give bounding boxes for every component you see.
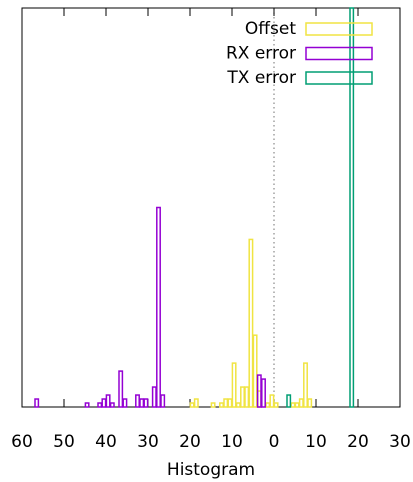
histogram-bar	[210, 402, 216, 408]
histogram-bar	[156, 206, 161, 408]
histogram-bar	[265, 402, 271, 408]
histogram-bar	[294, 402, 300, 408]
legend-label: TX error	[226, 68, 296, 88]
x-tick-label: 60	[11, 432, 33, 452]
histogram-bar	[286, 394, 292, 408]
histogram-bar	[273, 402, 279, 408]
histogram-bar	[151, 386, 157, 408]
x-tick-label: 20	[179, 432, 201, 452]
histogram-bar	[252, 334, 258, 408]
histogram-bar	[261, 378, 266, 408]
x-tick-label: 0	[269, 432, 280, 452]
histogram-bar	[223, 398, 229, 408]
histogram-bar	[307, 398, 313, 408]
histogram-bar	[139, 398, 145, 408]
histogram-bar	[303, 362, 308, 408]
x-tick-label: 40	[95, 432, 117, 452]
x-tick-label: 10	[305, 432, 327, 452]
histogram-bar	[143, 398, 149, 408]
legend-label: Offset	[245, 19, 296, 39]
x-tick-label: 50	[53, 432, 75, 452]
histogram-bar	[122, 398, 128, 408]
legend-label: RX error	[226, 44, 296, 64]
histogram-bar	[248, 238, 254, 408]
x-tick-label: 30	[389, 432, 411, 452]
histogram-bar	[193, 398, 199, 408]
histogram-bar	[298, 398, 304, 408]
histogram-bar	[160, 394, 166, 408]
legend-swatch	[305, 71, 373, 85]
histogram-bar	[118, 370, 124, 408]
histogram-bar	[109, 402, 115, 408]
x-tick-label: 10	[221, 432, 243, 452]
histogram-bar	[240, 386, 245, 408]
histogram-bar	[235, 402, 241, 408]
legend-swatch	[305, 46, 373, 61]
x-tick-label: 30	[137, 432, 159, 452]
histogram-bar	[101, 398, 107, 408]
histogram-bar	[231, 362, 237, 408]
histogram-bar	[290, 402, 296, 408]
x-tick-label: 20	[347, 432, 369, 452]
histogram-bar	[269, 394, 275, 408]
x-axis-label: Histogram	[167, 460, 255, 480]
histogram-bar	[84, 402, 90, 408]
histogram-bar	[349, 7, 355, 408]
histogram-bar	[227, 398, 233, 408]
plot-frame	[21, 7, 401, 408]
histogram-bar	[219, 402, 224, 408]
histogram-bar	[105, 394, 111, 408]
histogram-bar	[34, 398, 40, 408]
histogram-bar	[97, 402, 103, 408]
histogram-bar	[244, 386, 250, 408]
histogram-bar	[256, 374, 262, 408]
histogram-bar	[135, 394, 140, 408]
legend-swatch	[305, 22, 373, 36]
histogram-bar	[189, 402, 195, 408]
